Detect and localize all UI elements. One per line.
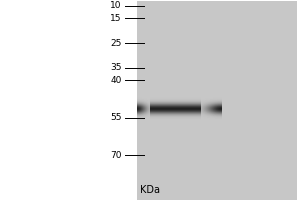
Text: 15: 15 bbox=[110, 14, 122, 23]
Text: 35: 35 bbox=[110, 63, 122, 72]
Text: 70: 70 bbox=[110, 151, 122, 160]
Text: KDa: KDa bbox=[140, 185, 160, 195]
Bar bbox=[136, 1, 297, 200]
Text: 10: 10 bbox=[110, 1, 122, 10]
Text: 55: 55 bbox=[110, 113, 122, 122]
Text: 25: 25 bbox=[110, 39, 122, 48]
Text: 40: 40 bbox=[110, 76, 122, 85]
